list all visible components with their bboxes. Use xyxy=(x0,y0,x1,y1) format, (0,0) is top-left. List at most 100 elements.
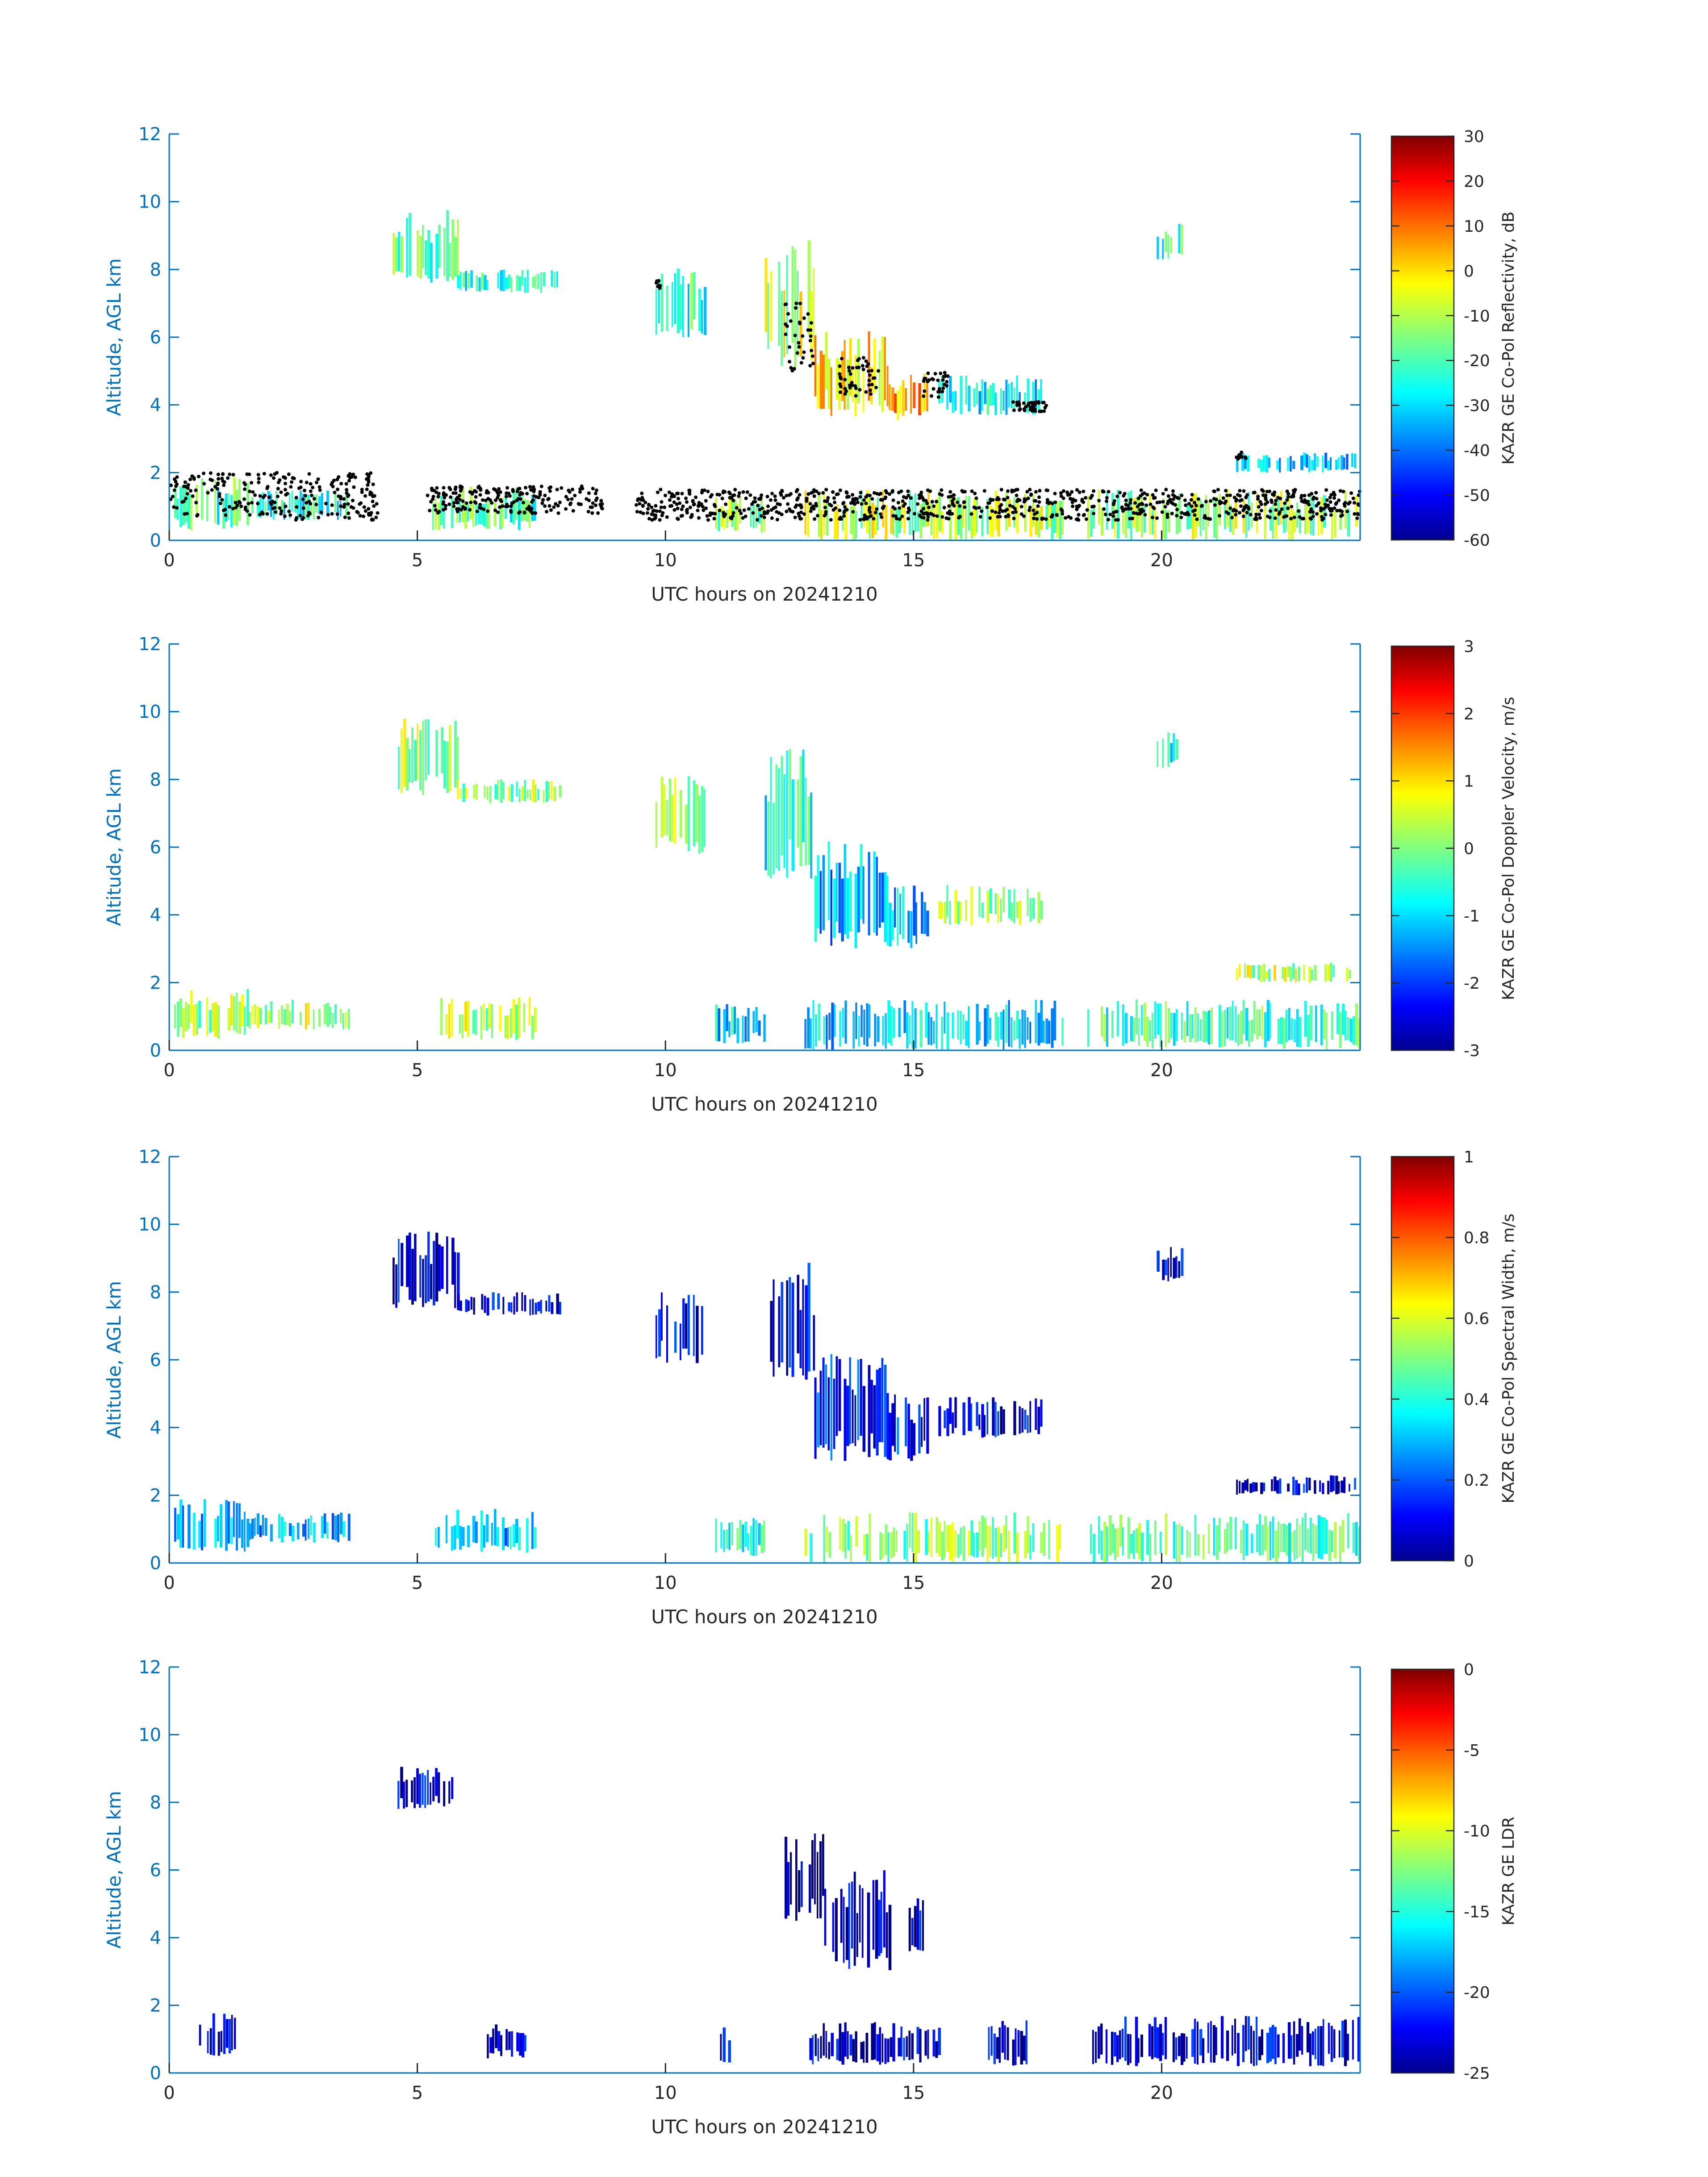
echo-region-7 xyxy=(828,2042,830,2060)
x-tick-label: 5 xyxy=(412,550,423,571)
echo-region-14 xyxy=(1100,1006,1103,1037)
echo-region-0 xyxy=(419,235,422,279)
echo-region-6 xyxy=(962,1402,965,1435)
cloud-base-marker xyxy=(1019,512,1023,516)
echo-region-10 xyxy=(280,500,284,514)
echo-region-14 xyxy=(1100,507,1104,536)
echo-region-11 xyxy=(486,1514,489,1542)
echo-region-14 xyxy=(1317,1515,1320,1559)
cloud-base-marker xyxy=(945,380,949,384)
echo-region-6 xyxy=(1035,1398,1037,1430)
echo-region-14 xyxy=(1116,489,1119,539)
cloud-base-marker xyxy=(580,484,584,488)
cloud-base-marker xyxy=(443,496,447,500)
echo-region-1 xyxy=(508,274,511,288)
echo-region-4 xyxy=(884,337,886,401)
echo-region-1 xyxy=(521,270,524,286)
echo-region-3 xyxy=(791,779,794,871)
echo-region-10 xyxy=(248,1523,251,1540)
echo-region-11 xyxy=(440,998,443,1035)
cloud-base-marker xyxy=(1044,404,1048,408)
cloud-base-marker xyxy=(943,371,947,375)
cloud-base-marker xyxy=(1180,493,1184,497)
cloud-base-marker xyxy=(1235,497,1239,501)
cloud-base-marker xyxy=(1171,501,1175,506)
cloud-base-marker xyxy=(342,497,346,501)
cloud-base-marker xyxy=(1006,514,1010,518)
echo-region-14 xyxy=(1199,499,1202,536)
echo-region-8 xyxy=(1303,1483,1305,1493)
echo-region-14 xyxy=(1175,1009,1178,1041)
echo-region-7 xyxy=(932,2029,935,2056)
echo-region-10 xyxy=(313,495,315,520)
echo-region-8 xyxy=(1274,1476,1277,1492)
echo-region-0 xyxy=(427,230,430,279)
y-tick-label: 8 xyxy=(150,1282,161,1303)
cloud-base-marker xyxy=(848,372,852,376)
cloud-base-marker xyxy=(643,501,647,505)
echo-region-0 xyxy=(435,1768,438,1796)
cloud-base-marker xyxy=(897,490,901,494)
cloud-base-marker xyxy=(773,498,777,502)
cloud-base-marker xyxy=(922,498,926,502)
echo-region-13 xyxy=(1013,1513,1016,1554)
cloud-base-marker xyxy=(1070,500,1074,504)
cloud-base-marker xyxy=(1155,501,1159,505)
cloud-base-marker xyxy=(210,488,214,492)
cloud-base-marker xyxy=(862,518,866,521)
echo-region-7 xyxy=(876,2034,879,2061)
cloud-base-marker xyxy=(180,500,184,504)
cloud-base-marker xyxy=(1148,502,1153,506)
echo-region-12 xyxy=(763,1520,765,1552)
cloud-base-marker xyxy=(251,490,255,494)
cloud-base-marker xyxy=(678,501,682,505)
cloud-base-marker xyxy=(802,316,806,320)
echo-region-13 xyxy=(970,510,973,539)
cloud-base-marker xyxy=(757,497,761,501)
echo-region-5 xyxy=(891,1403,894,1446)
echo-region-14 xyxy=(1355,1521,1358,1556)
cloud-base-marker xyxy=(1224,510,1228,514)
echo-region-0 xyxy=(409,749,411,782)
cloud-base-marker xyxy=(318,488,322,492)
echo-region-14 xyxy=(1258,1009,1261,1036)
y-tick-label: 0 xyxy=(150,531,161,551)
cloud-base-marker xyxy=(1092,489,1096,493)
cloud-base-marker xyxy=(1225,493,1229,497)
cloud-base-marker xyxy=(355,510,359,514)
cloud-base-marker xyxy=(916,502,919,506)
echo-region-6 xyxy=(992,1397,995,1436)
cloud-base-marker xyxy=(1144,503,1148,507)
echo-region-12 xyxy=(750,1525,752,1555)
cloud-base-marker xyxy=(589,505,593,509)
echo-region-9 xyxy=(177,1514,180,1540)
echo-region-13 xyxy=(826,1527,828,1553)
echo-region-14 xyxy=(1352,1522,1355,1553)
echo-region-2 xyxy=(688,1295,690,1355)
cloud-base-marker xyxy=(1085,508,1089,512)
echo-region-9 xyxy=(1135,2017,1138,2066)
cloud-base-marker xyxy=(826,496,830,500)
cloud-base-marker xyxy=(672,500,676,504)
cloud-base-marker xyxy=(738,509,742,513)
echo-region-8 xyxy=(1346,454,1349,470)
cloud-base-marker xyxy=(1101,490,1105,494)
cloud-base-marker xyxy=(1254,513,1258,517)
cloud-base-marker xyxy=(700,491,704,495)
echo-region-10 xyxy=(305,1519,307,1541)
cloud-base-marker xyxy=(942,382,946,386)
echo-region-2 xyxy=(669,778,671,841)
echo-region-1 xyxy=(478,277,481,292)
echo-region-13 xyxy=(911,1001,914,1048)
echo-region-9 xyxy=(1309,2033,1311,2066)
echo-region-14 xyxy=(1274,1530,1278,1563)
cloud-base-marker xyxy=(787,493,791,497)
echo-region-4 xyxy=(830,1354,832,1461)
echo-region-9 xyxy=(233,1501,235,1537)
cloud-base-marker xyxy=(1074,518,1078,522)
echo-region-0 xyxy=(432,1776,435,1801)
cloud-base-marker xyxy=(1324,488,1328,492)
echo-region-11 xyxy=(529,997,530,1026)
echo-region-6 xyxy=(1016,376,1018,408)
cloud-base-marker xyxy=(336,487,340,491)
